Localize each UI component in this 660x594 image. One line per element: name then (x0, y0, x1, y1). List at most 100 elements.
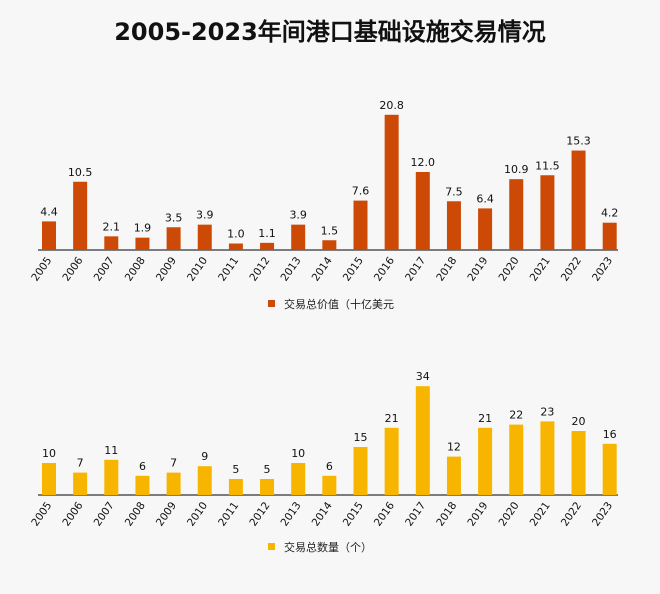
x-tick-label-2016: 2016 (372, 500, 397, 529)
x-tick-label-2009: 2009 (154, 500, 179, 529)
data-label-2016: 21 (385, 412, 399, 425)
bar-2006 (73, 472, 88, 495)
data-label-2017: 34 (416, 370, 430, 383)
data-label-2019: 6.4 (476, 192, 494, 205)
x-tick-label-2012: 2012 (247, 500, 272, 529)
data-label-2021: 23 (540, 405, 554, 418)
bar-2021 (540, 421, 555, 495)
x-tick-label-2019: 2019 (465, 500, 490, 529)
legend-swatch (268, 543, 275, 550)
data-label-2014: 1.5 (321, 224, 339, 237)
data-label-2017: 12.0 (411, 156, 436, 169)
x-tick-label-2011: 2011 (216, 255, 241, 284)
bar-2020 (509, 179, 524, 250)
data-label-2013: 10 (291, 447, 305, 460)
data-label-2012: 5 (264, 463, 271, 476)
data-label-2006: 10.5 (68, 166, 93, 179)
bar-2016 (384, 427, 399, 495)
data-label-2016: 20.8 (379, 99, 404, 112)
x-tick-label-2015: 2015 (341, 255, 366, 284)
data-label-2013: 3.9 (289, 209, 307, 222)
data-label-2014: 6 (326, 460, 333, 473)
x-tick-label-2010: 2010 (185, 255, 210, 284)
data-label-2019: 21 (478, 412, 492, 425)
x-tick-label-2008: 2008 (123, 500, 148, 529)
bar-2009 (166, 472, 181, 495)
bar-2023 (602, 443, 617, 495)
x-tick-label-2009: 2009 (154, 255, 179, 284)
page-title: 2005-2023年间港口基础设施交易情况 (114, 18, 546, 46)
data-label-2010: 3.9 (196, 209, 214, 222)
x-tick-label-2013: 2013 (278, 255, 303, 284)
x-tick-label-2011: 2011 (216, 500, 241, 529)
data-label-2008: 6 (139, 460, 146, 473)
data-label-2020: 22 (509, 409, 523, 422)
x-tick-label-2007: 2007 (92, 500, 117, 529)
bar-2015 (353, 447, 368, 495)
x-tick-label-2005: 2005 (29, 255, 54, 284)
legend-label: 交易总价值（十亿美元 (284, 297, 394, 311)
x-tick-label-2023: 2023 (590, 255, 615, 284)
data-label-2005: 10 (42, 447, 56, 460)
x-tick-label-2014: 2014 (310, 255, 335, 284)
data-label-2010: 9 (201, 450, 208, 463)
x-tick-label-2017: 2017 (403, 500, 428, 529)
data-label-2015: 15 (354, 431, 368, 444)
bar-2013 (291, 463, 306, 495)
x-tick-label-2018: 2018 (434, 255, 459, 284)
bar-2009 (166, 227, 181, 250)
bar-2018 (446, 201, 461, 250)
bar-2012 (260, 479, 275, 495)
bar-2014 (322, 240, 337, 250)
bar-2015 (353, 200, 368, 250)
bar-2006 (73, 181, 88, 250)
x-tick-label-2022: 2022 (559, 500, 584, 529)
bar-2017 (415, 172, 430, 250)
data-label-2020: 10.9 (504, 163, 529, 176)
data-label-2018: 12 (447, 441, 461, 454)
data-label-2023: 4.2 (601, 207, 619, 220)
bar-2022 (571, 150, 586, 250)
bar-2007 (104, 459, 119, 495)
x-tick-label-2006: 2006 (60, 500, 85, 529)
x-tick-label-2022: 2022 (559, 255, 584, 284)
x-tick-label-2018: 2018 (434, 500, 459, 529)
x-tick-label-2021: 2021 (528, 255, 553, 284)
bar-2019 (478, 427, 493, 495)
bar-2007 (104, 236, 119, 250)
bar-2010 (197, 224, 212, 250)
bar-2010 (197, 466, 212, 495)
data-label-2012: 1.1 (258, 227, 276, 240)
bar-2016 (384, 114, 399, 250)
data-label-2015: 7.6 (352, 185, 370, 198)
x-tick-label-2020: 2020 (497, 255, 522, 284)
bar-2005 (42, 221, 56, 250)
bar-2020 (509, 424, 524, 495)
legend-label: 交易总数量（个） (284, 540, 372, 554)
data-label-2011: 1.0 (227, 228, 245, 241)
data-label-2009: 7 (170, 457, 177, 470)
bar-2022 (571, 431, 586, 495)
bar-2005 (42, 463, 56, 495)
bar-2013 (291, 224, 306, 250)
x-tick-label-2020: 2020 (497, 500, 522, 529)
data-label-2007: 2.1 (103, 220, 121, 233)
bar-2023 (602, 222, 617, 250)
data-label-2022: 20 (572, 415, 586, 428)
data-label-2022: 15.3 (566, 135, 591, 148)
x-tick-label-2006: 2006 (60, 255, 85, 284)
bar-2008 (135, 237, 150, 250)
x-tick-label-2023: 2023 (590, 500, 615, 529)
x-tick-label-2014: 2014 (310, 500, 335, 529)
x-tick-label-2016: 2016 (372, 255, 397, 284)
data-label-2021: 11.5 (535, 159, 560, 172)
bar-2011 (228, 479, 243, 495)
x-tick-label-2017: 2017 (403, 255, 428, 284)
data-label-2008: 1.9 (134, 222, 152, 235)
bar-2017 (415, 386, 430, 495)
x-tick-label-2012: 2012 (247, 255, 272, 284)
bar-2018 (446, 456, 461, 495)
x-tick-label-2010: 2010 (185, 500, 210, 529)
